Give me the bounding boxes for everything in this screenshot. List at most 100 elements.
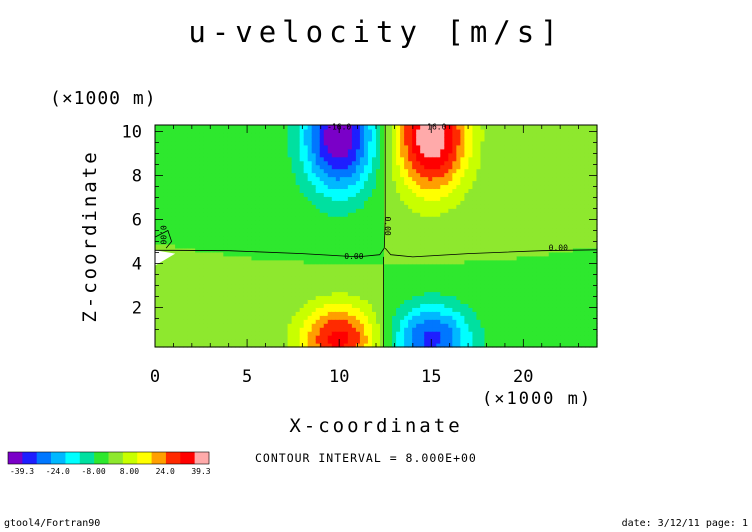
field-cell (343, 136, 349, 142)
field-cell (219, 144, 224, 150)
field-cell (155, 311, 160, 316)
field-cell (432, 232, 437, 237)
field-cell (351, 192, 357, 197)
field-cell (299, 196, 305, 201)
field-cell (199, 196, 204, 201)
field-cell (227, 156, 232, 162)
field-cell (155, 287, 160, 293)
field-cell (339, 140, 345, 146)
field-cell (388, 263, 393, 269)
field-cell (420, 208, 425, 213)
field-cell (259, 247, 265, 253)
field-cell (440, 259, 445, 265)
field-cell (251, 188, 257, 193)
field-cell (371, 287, 377, 293)
field-cell (323, 228, 329, 233)
field-cell (416, 200, 421, 205)
field-cell (183, 279, 188, 285)
field-cell (396, 303, 401, 308)
field-cell (492, 236, 498, 241)
field-cell (416, 283, 421, 289)
field-cell (315, 220, 321, 225)
field-cell (311, 271, 317, 277)
field-cell (207, 239, 212, 245)
field-cell (460, 315, 465, 320)
field-cell (444, 184, 449, 190)
field-cell (504, 339, 510, 344)
field-cell (400, 307, 405, 312)
field-cell (323, 232, 329, 237)
field-cell (468, 184, 474, 190)
field-cell (307, 271, 313, 277)
field-cell (239, 140, 244, 146)
field-cell (207, 164, 212, 170)
field-cell (167, 196, 172, 201)
field-cell (456, 303, 461, 308)
field-cell (183, 275, 188, 281)
field-cell (275, 263, 281, 269)
field-cell (496, 243, 502, 249)
field-cell (271, 275, 277, 281)
field-cell (179, 156, 184, 162)
field-cell (424, 212, 429, 217)
field-cell (376, 263, 381, 269)
field-cell (359, 236, 365, 241)
field-cell (408, 220, 413, 225)
field-cell (227, 188, 232, 193)
field-cell (384, 243, 389, 249)
field-cell (167, 208, 172, 213)
field-cell (432, 136, 437, 142)
field-cell (363, 148, 369, 154)
field-cell (227, 287, 232, 293)
field-cell (436, 236, 441, 241)
field-cell (408, 339, 413, 344)
field-cell (404, 184, 409, 190)
field-cell (315, 343, 321, 348)
field-cell (307, 279, 313, 285)
field-cell (311, 144, 317, 150)
field-cell (211, 160, 216, 166)
field-cell (299, 228, 305, 233)
field-cell (211, 323, 216, 328)
field-cell (235, 311, 240, 316)
field-cell (347, 323, 353, 328)
field-cell (448, 263, 453, 269)
field-cell (283, 311, 289, 316)
field-cell (247, 299, 253, 304)
field-cell (367, 172, 373, 178)
field-cell (432, 319, 437, 324)
field-cell (396, 172, 401, 178)
field-cell (267, 196, 273, 201)
field-cell (504, 335, 510, 340)
field-cell (492, 208, 498, 213)
field-cell (195, 128, 200, 134)
field-cell (299, 323, 305, 328)
field-cell (247, 224, 253, 229)
field-cell (335, 136, 341, 142)
field-cell (472, 275, 478, 281)
field-cell (436, 152, 441, 158)
field-cell (215, 184, 220, 190)
field-cell (179, 125, 184, 130)
field-cell (227, 243, 232, 249)
field-cell (271, 255, 277, 261)
field-cell (504, 176, 510, 182)
field-cell (504, 331, 510, 336)
field-cell (412, 148, 417, 154)
field-cell (319, 125, 325, 130)
field-cell (235, 247, 240, 253)
field-cell (319, 267, 325, 273)
field-cell (456, 200, 461, 205)
field-cell (299, 144, 305, 150)
field-cell (167, 128, 172, 134)
field-cell (271, 263, 277, 269)
field-cell (291, 247, 297, 253)
field-cell (263, 263, 269, 269)
field-cell (480, 184, 486, 190)
field-cell (351, 339, 357, 344)
field-cell (259, 339, 265, 344)
field-cell (255, 196, 261, 201)
field-cell (452, 196, 457, 201)
field-cell (355, 267, 361, 273)
field-cell (363, 259, 369, 265)
